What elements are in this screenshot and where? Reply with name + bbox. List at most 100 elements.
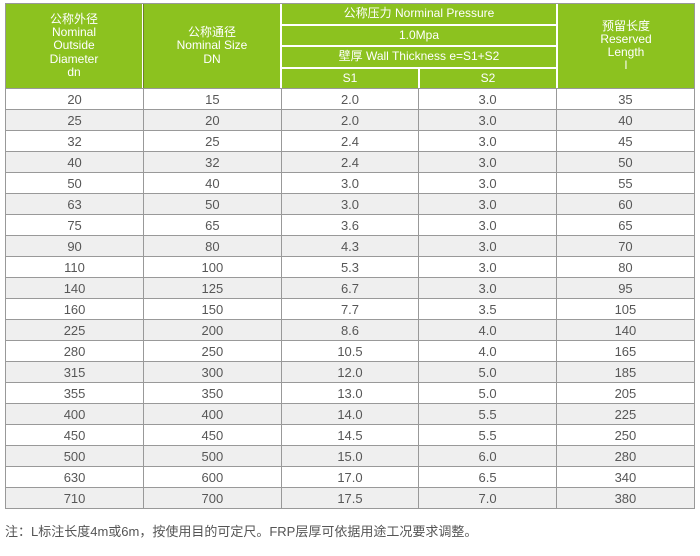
header-s1: S1 xyxy=(282,68,418,88)
cell-reserved-length: 280 xyxy=(556,445,694,467)
cell-s2: 5.0 xyxy=(418,382,557,404)
table-row: 315 300 12.0 5.0 185 xyxy=(6,361,694,383)
table-row: 400 400 14.0 5.5 225 xyxy=(6,403,694,425)
cell-reserved-length: 185 xyxy=(556,361,694,383)
cell-s1: 2.0 xyxy=(281,109,420,131)
table-row: 160 150 7.7 3.5 105 xyxy=(6,298,694,320)
cell-s1: 10.5 xyxy=(281,340,420,362)
table-row: 280 250 10.5 4.0 165 xyxy=(6,340,694,362)
cell-reserved-length: 205 xyxy=(556,382,694,404)
cell-s1: 4.3 xyxy=(281,235,420,257)
header-line: Nominal Size xyxy=(176,38,248,53)
table-header: 公称外径 Nominal Outside Diameter dn 公称通径 No… xyxy=(6,4,694,89)
cell-nominal-size: 150 xyxy=(143,298,282,320)
cell-nominal-size: 25 xyxy=(143,130,282,152)
cell-reserved-length: 250 xyxy=(556,424,694,446)
table-row: 50 40 3.0 3.0 55 xyxy=(6,172,694,194)
cell-outside-diameter: 225 xyxy=(6,319,145,341)
cell-s1: 3.0 xyxy=(281,193,420,215)
cell-s1: 8.6 xyxy=(281,319,420,341)
cell-outside-diameter: 400 xyxy=(6,403,145,425)
cell-s2: 3.0 xyxy=(418,89,557,110)
cell-outside-diameter: 32 xyxy=(6,130,145,152)
cell-s1: 3.6 xyxy=(281,214,420,236)
cell-nominal-size: 500 xyxy=(143,445,282,467)
table-row: 140 125 6.7 3.0 95 xyxy=(6,277,694,299)
cell-outside-diameter: 500 xyxy=(6,445,145,467)
header-nominal-outside-diameter: 公称外径 Nominal Outside Diameter dn xyxy=(6,4,142,88)
cell-outside-diameter: 50 xyxy=(6,172,145,194)
table-row: 110 100 5.3 3.0 80 xyxy=(6,256,694,278)
cell-s1: 15.0 xyxy=(281,445,420,467)
cell-outside-diameter: 710 xyxy=(6,487,145,508)
cell-s1: 13.0 xyxy=(281,382,420,404)
cell-s2: 7.0 xyxy=(418,487,557,508)
cell-s2: 3.0 xyxy=(418,151,557,173)
cell-reserved-length: 45 xyxy=(556,130,694,152)
cell-s2: 3.0 xyxy=(418,130,557,152)
cell-outside-diameter: 110 xyxy=(6,256,145,278)
cell-nominal-size: 400 xyxy=(143,403,282,425)
cell-reserved-length: 35 xyxy=(556,89,694,110)
cell-outside-diameter: 25 xyxy=(6,109,145,131)
header-line: Outside xyxy=(53,38,95,53)
cell-outside-diameter: 280 xyxy=(6,340,145,362)
table-row: 225 200 8.6 4.0 140 xyxy=(6,319,694,341)
header-line: 预留长度 xyxy=(601,18,650,33)
cell-s2: 5.5 xyxy=(418,424,557,446)
cell-s2: 4.0 xyxy=(418,340,557,362)
cell-s2: 3.0 xyxy=(418,256,557,278)
cell-reserved-length: 60 xyxy=(556,193,694,215)
cell-reserved-length: 80 xyxy=(556,256,694,278)
cell-outside-diameter: 160 xyxy=(6,298,145,320)
cell-nominal-size: 350 xyxy=(143,382,282,404)
cell-s1: 2.4 xyxy=(281,130,420,152)
cell-s2: 5.5 xyxy=(418,403,557,425)
cell-s2: 4.0 xyxy=(418,319,557,341)
cell-s1: 17.0 xyxy=(281,466,420,488)
cell-nominal-size: 300 xyxy=(143,361,282,383)
cell-reserved-length: 50 xyxy=(556,151,694,173)
table-body-grid: 20 15 2.0 3.0 35 25 20 2.0 3.0 40 32 25 … xyxy=(6,89,694,508)
cell-s1: 14.5 xyxy=(281,424,420,446)
cell-s1: 7.7 xyxy=(281,298,420,320)
cell-s2: 3.0 xyxy=(418,109,557,131)
cell-s1: 6.7 xyxy=(281,277,420,299)
table-row: 20 15 2.0 3.0 35 xyxy=(6,89,694,110)
table-row: 710 700 17.5 7.0 380 xyxy=(6,487,694,508)
header-column-divider xyxy=(142,4,144,88)
table-row: 450 450 14.5 5.5 250 xyxy=(6,424,694,446)
table-row: 63 50 3.0 3.0 60 xyxy=(6,193,694,215)
cell-nominal-size: 20 xyxy=(143,109,282,131)
cell-s2: 5.0 xyxy=(418,361,557,383)
cell-nominal-size: 32 xyxy=(143,151,282,173)
header-nominal-size: 公称通径 Nominal Size DN xyxy=(144,4,280,88)
cell-outside-diameter: 450 xyxy=(6,424,145,446)
cell-reserved-length: 165 xyxy=(556,340,694,362)
cell-outside-diameter: 315 xyxy=(6,361,145,383)
cell-outside-diameter: 75 xyxy=(6,214,145,236)
cell-nominal-size: 65 xyxy=(143,214,282,236)
header-line: Length xyxy=(607,45,645,59)
cell-s1: 12.0 xyxy=(281,361,420,383)
cell-outside-diameter: 355 xyxy=(6,382,145,404)
cell-s2: 3.0 xyxy=(418,193,557,215)
header-line: Nominal xyxy=(51,25,96,40)
header-line: 公称外径 xyxy=(49,11,98,26)
table-row: 40 32 2.4 3.0 50 xyxy=(6,151,694,173)
cell-s2: 3.5 xyxy=(418,298,557,320)
cell-reserved-length: 105 xyxy=(556,298,694,320)
pipe-spec-table: 公称外径 Nominal Outside Diameter dn 公称通径 No… xyxy=(5,3,695,509)
cell-nominal-size: 700 xyxy=(143,487,282,508)
cell-s2: 3.0 xyxy=(418,214,557,236)
cell-reserved-length: 40 xyxy=(556,109,694,131)
cell-outside-diameter: 140 xyxy=(6,277,145,299)
cell-nominal-size: 250 xyxy=(143,340,282,362)
cell-reserved-length: 95 xyxy=(556,277,694,299)
cell-s2: 3.0 xyxy=(418,277,557,299)
table-row: 90 80 4.3 3.0 70 xyxy=(6,235,694,257)
cell-s2: 3.0 xyxy=(418,172,557,194)
cell-reserved-length: 70 xyxy=(556,235,694,257)
cell-reserved-length: 140 xyxy=(556,319,694,341)
